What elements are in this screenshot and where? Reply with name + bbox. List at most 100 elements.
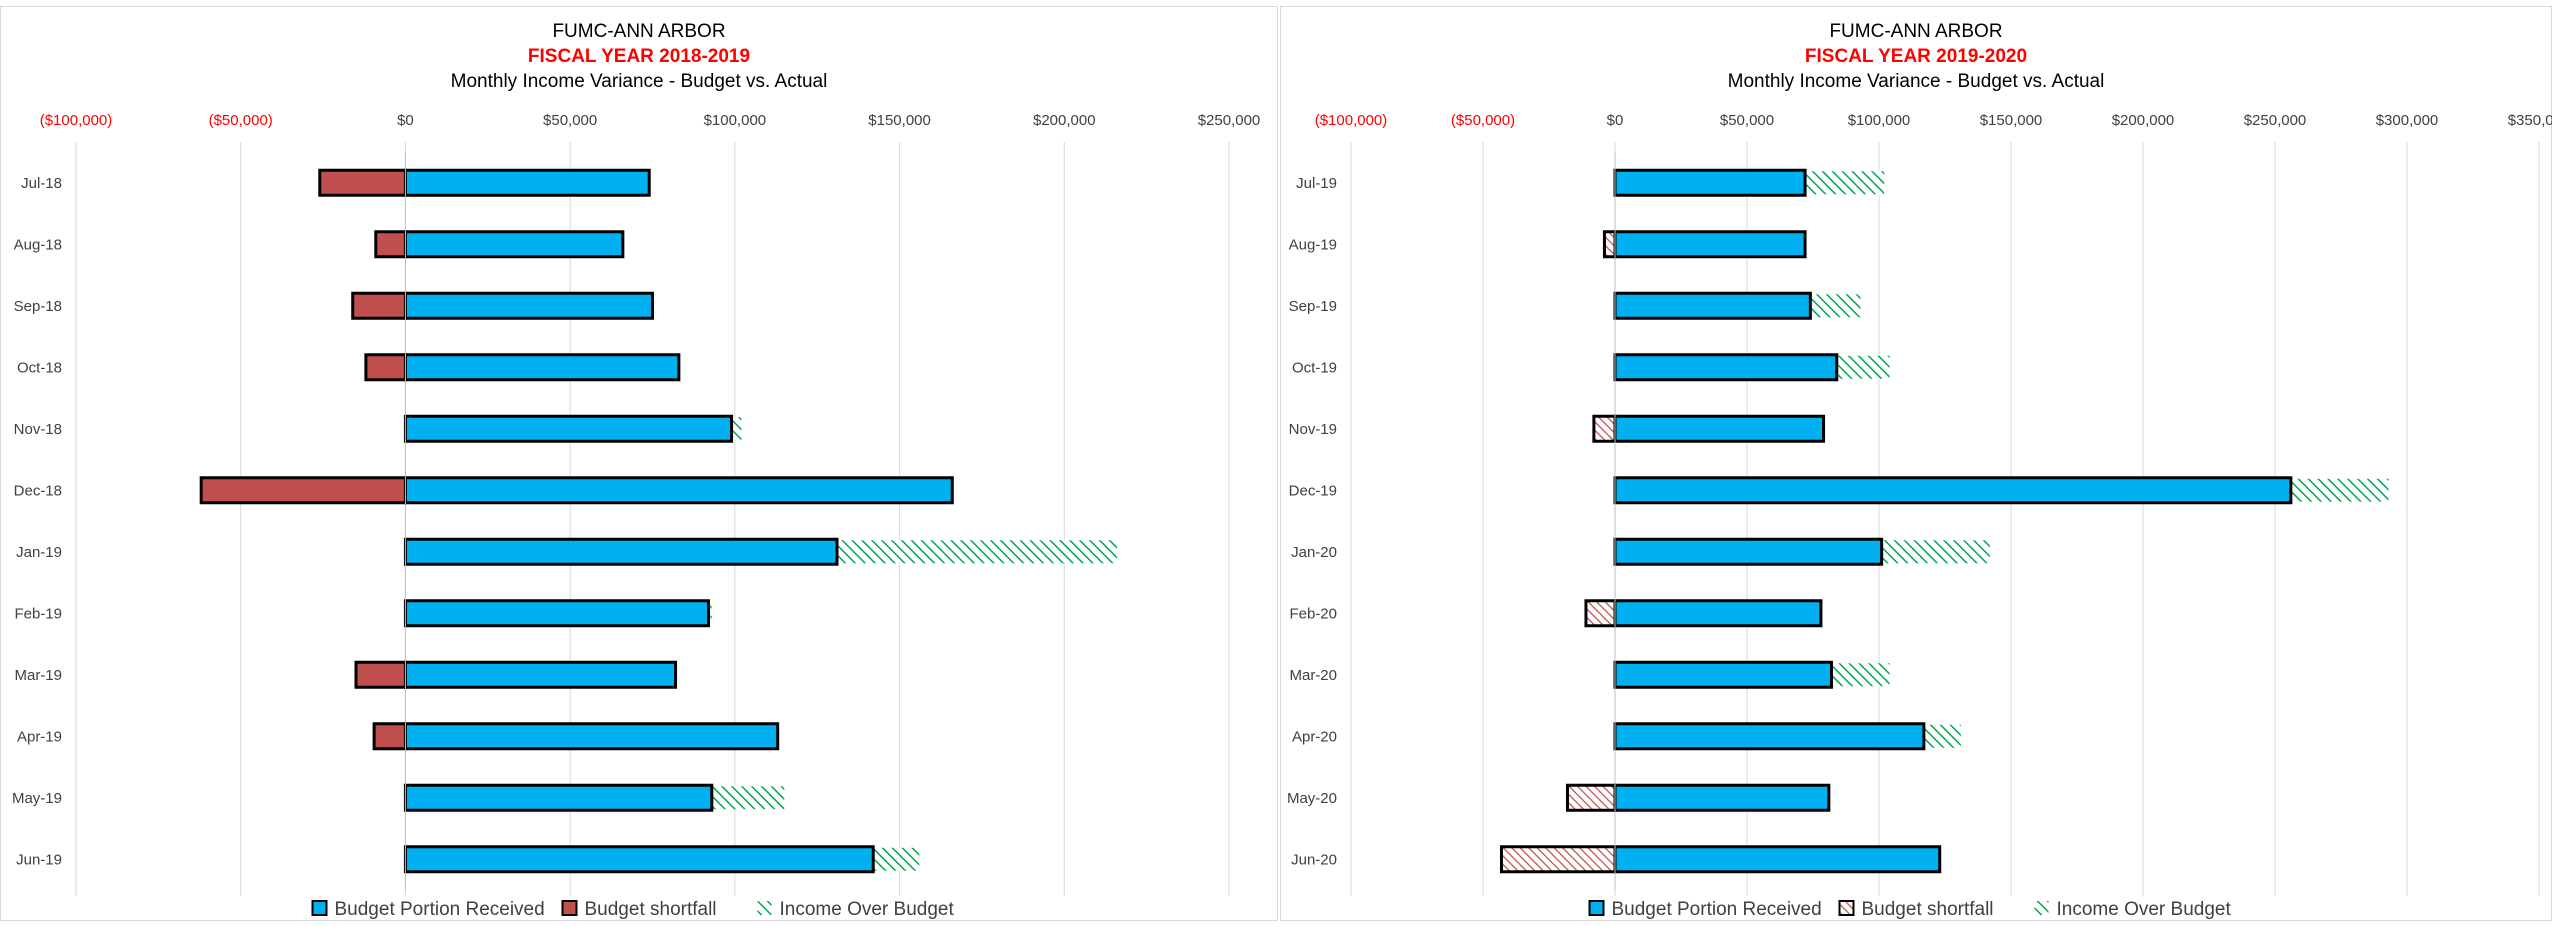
legend-swatch-over-budget xyxy=(2034,901,2049,915)
bar-budget-shortfall xyxy=(372,722,407,751)
x-tick-label: $250,000 xyxy=(1198,112,1261,129)
y-category-label: Sep-19 xyxy=(1289,298,1337,315)
bar-budget-portion-received xyxy=(1613,168,1807,197)
bar-budget-portion-received xyxy=(403,291,654,320)
bar-budget-shortfall xyxy=(1499,845,1617,874)
bar-budget-portion-received xyxy=(1613,291,1812,320)
y-category-label: Mar-20 xyxy=(1289,667,1337,684)
bar-budget-portion-received xyxy=(1613,783,1831,812)
bar-budget-portion-received xyxy=(1613,414,1826,443)
bar-budget-shortfall xyxy=(351,291,407,320)
y-category-label: Oct-19 xyxy=(1292,359,1337,376)
x-tick-label: $200,000 xyxy=(2112,112,2175,129)
y-category-label: Jul-18 xyxy=(21,175,62,192)
bar-budget-portion-received xyxy=(1613,660,1833,689)
y-category-label: Sep-18 xyxy=(14,298,62,315)
y-category-label: Oct-18 xyxy=(17,359,62,376)
legend-label: Income Over Budget xyxy=(780,899,955,920)
bar-income-over-budget xyxy=(731,417,742,441)
y-category-label: Jun-20 xyxy=(1291,851,1337,868)
bar-budget-portion-received xyxy=(1613,476,2293,505)
bar-income-over-budget xyxy=(1881,540,1990,564)
legend-label: Budget shortfall xyxy=(1862,899,1994,920)
bar-budget-portion-received xyxy=(403,783,714,812)
bar-budget-portion-received xyxy=(403,414,734,443)
chart-titles: FUMC-ANN ARBOR FISCAL YEAR 2019-2020 Mon… xyxy=(1281,19,2551,94)
y-category-label: Jan-19 xyxy=(16,544,62,561)
bar-budget-portion-received xyxy=(403,599,711,628)
x-tick-label: $0 xyxy=(397,112,414,129)
x-tick-label: $0 xyxy=(1607,112,1624,129)
x-tick-label: $150,000 xyxy=(868,112,931,129)
y-category-label: Dec-19 xyxy=(1289,482,1337,499)
legend-label: Budget shortfall xyxy=(585,899,717,920)
y-category-label: Jul-19 xyxy=(1296,175,1337,192)
y-category-label: Feb-20 xyxy=(1289,605,1337,622)
bar-income-over-budget xyxy=(711,786,785,810)
bar-income-over-budget xyxy=(708,601,712,625)
chart-subtitle2: Monthly Income Variance - Budget vs. Act… xyxy=(450,71,828,92)
legend-swatch-received xyxy=(1588,900,1605,916)
y-category-label: May-19 xyxy=(12,790,62,807)
bar-budget-portion-received xyxy=(403,353,681,382)
bar-budget-portion-received xyxy=(1613,230,1807,259)
bar-income-over-budget xyxy=(2290,478,2389,502)
bar-budget-shortfall xyxy=(354,660,407,689)
y-category-label: Aug-18 xyxy=(14,236,62,253)
y-category-label: Jan-20 xyxy=(1291,544,1337,561)
legend-swatch-over-budget xyxy=(757,901,772,915)
bar-income-over-budget xyxy=(873,847,920,871)
legend-label: Budget Portion Received xyxy=(335,899,545,920)
y-category-label: Apr-20 xyxy=(1292,728,1337,745)
x-tick-label: $100,000 xyxy=(704,112,767,129)
legend-swatch-shortfall xyxy=(1838,900,1855,916)
y-category-label: May-20 xyxy=(1287,790,1337,807)
chart-subtitle2: Monthly Income Variance - Budget vs. Act… xyxy=(1727,71,2105,92)
x-tick-label: $200,000 xyxy=(1033,112,1096,129)
x-tick-label: $250,000 xyxy=(2244,112,2307,129)
bar-budget-portion-received xyxy=(403,845,875,874)
bar-budget-portion-received xyxy=(403,230,625,259)
legend-label: Income Over Budget xyxy=(2057,899,2232,920)
x-tick-label: $100,000 xyxy=(1848,112,1911,129)
bar-income-over-budget xyxy=(1805,171,1885,195)
bar-budget-shortfall xyxy=(318,168,407,197)
bar-budget-portion-received xyxy=(1613,845,1942,874)
bar-income-over-budget xyxy=(1831,663,1890,687)
x-tick-label: ($50,000) xyxy=(209,112,273,129)
bar-budget-portion-received xyxy=(403,722,780,751)
y-category-label: Jun-19 xyxy=(16,851,62,868)
bar-chart-fy2018-2019: ($100,000) ($50,000) $0 $50,000 $100,000 $150… xyxy=(12,112,1261,920)
bar-budget-portion-received xyxy=(403,660,678,689)
y-category-label: Nov-18 xyxy=(14,421,62,438)
bar-budget-portion-received xyxy=(1613,599,1823,628)
legend-swatch-shortfall xyxy=(561,900,578,916)
bar-budget-portion-received xyxy=(1613,353,1839,382)
x-tick-label: $50,000 xyxy=(1720,112,1774,129)
bar-budget-portion-received xyxy=(403,168,651,197)
x-tick-label: $150,000 xyxy=(1980,112,2043,129)
chart-title: FUMC-ANN ARBOR xyxy=(552,21,726,42)
legend-swatch-received xyxy=(311,900,328,916)
bar-budget-shortfall xyxy=(1592,414,1617,443)
bar-budget-shortfall xyxy=(1584,599,1617,628)
chart-subtitle: FISCAL YEAR 2019-2020 xyxy=(1804,46,2028,67)
x-tick-label: ($50,000) xyxy=(1451,112,1515,129)
bar-budget-portion-received xyxy=(1613,722,1926,751)
bar-chart-fy2019-2020: ($100,000) ($50,000) $0 $50,000 $100,000 $150… xyxy=(1287,112,2552,920)
bar-income-over-budget xyxy=(1836,355,1890,379)
bar-budget-shortfall xyxy=(199,476,407,505)
x-tick-label: $350,000 xyxy=(2508,112,2552,129)
bar-income-over-budget xyxy=(836,540,1117,564)
bar-budget-shortfall xyxy=(1565,783,1617,812)
y-category-label: Dec-18 xyxy=(14,482,62,499)
bar-budget-shortfall xyxy=(364,353,407,382)
chart-panel-fy2019-2020: FUMC-ANN ARBOR FISCAL YEAR 2019-2020 Mon… xyxy=(1280,6,2552,921)
y-category-label: Nov-19 xyxy=(1289,421,1337,438)
bar-budget-shortfall xyxy=(374,230,407,259)
chart-title: FUMC-ANN ARBOR xyxy=(1829,21,2003,42)
x-tick-label: $50,000 xyxy=(543,112,597,129)
legend-label: Budget Portion Received xyxy=(1612,899,1822,920)
y-category-label: Mar-19 xyxy=(14,667,62,684)
